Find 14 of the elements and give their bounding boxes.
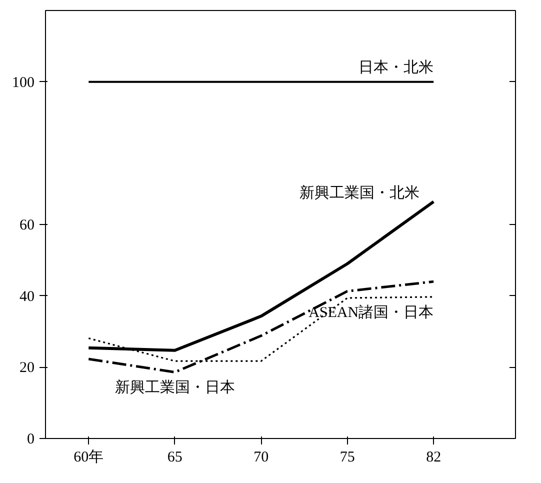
y-tick-label: 100 — [12, 74, 34, 91]
series-label: 新興工業国・北米 — [300, 184, 420, 202]
y-tick-label: 60 — [20, 218, 34, 234]
y-tick-label: 20 — [20, 360, 34, 376]
x-tick-label: 70 — [254, 450, 269, 466]
line-series — [87, 280, 435, 374]
y-tick-label: 40 — [20, 288, 34, 305]
x-tick-label: 82 — [426, 450, 442, 466]
x-tick-label: 75 — [340, 450, 355, 466]
x-tick-label: 60年 — [74, 448, 104, 466]
series-label: 日本・北米 — [358, 58, 434, 76]
x-tick-label: 65 — [167, 450, 182, 466]
series-label: 新興工業国・日本 — [114, 379, 235, 396]
y-tick-label: 0 — [27, 432, 34, 448]
